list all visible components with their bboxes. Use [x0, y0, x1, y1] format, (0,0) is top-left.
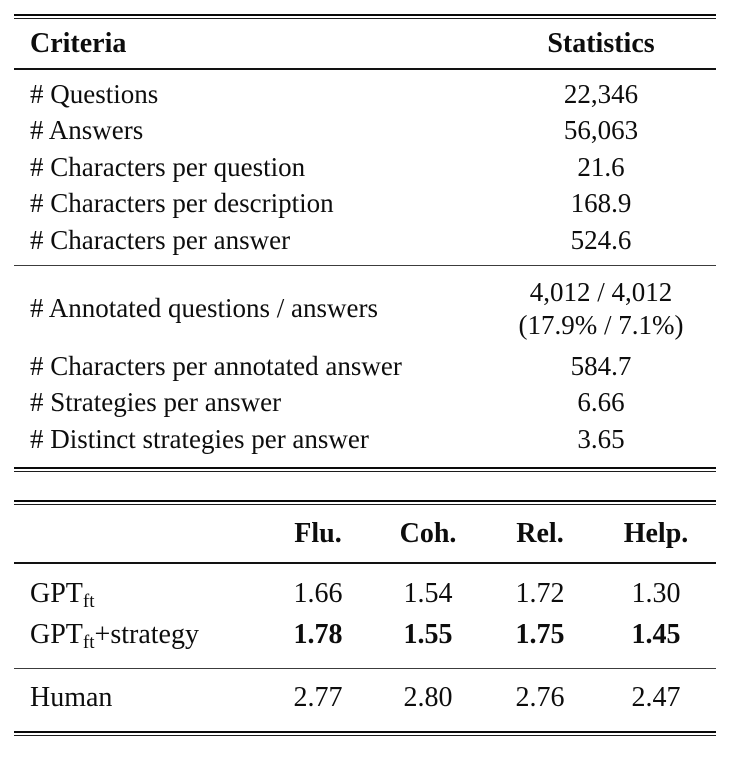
stat-row-chars-per-question: # Characters per question 21.6 — [14, 149, 716, 185]
criteria-header-cell: Criteria — [30, 28, 127, 59]
score-fluency: 1.78 — [293, 618, 343, 650]
stat-row-chars-per-description: # Characters per description 168.9 — [14, 185, 716, 221]
table1-mid-rule — [14, 265, 716, 267]
model-row-gpt-ft-strategy: GPTft+strategy 1.78 1.55 1.75 1.45 — [14, 615, 716, 656]
score-coherence: 1.55 — [403, 618, 453, 650]
stat-row-strategies-per-answer: # Strategies per answer 6.66 — [14, 384, 716, 420]
table1-header-row: Criteria Statistics — [14, 19, 716, 68]
stat-value: 584.7 — [570, 351, 632, 382]
column-header-relevance: Rel. — [516, 518, 564, 550]
human-row: Human 2.77 2.80 2.76 2.47 — [14, 678, 716, 718]
stat-label: # Questions — [30, 79, 159, 109]
stat-label: # Answers — [30, 115, 144, 146]
model-subscript: ft — [82, 631, 95, 653]
model-label: GPTft+strategy — [14, 615, 264, 656]
table2-bottom-rule — [14, 731, 716, 737]
stat-row-chars-per-answer: # Characters per answer 524.6 — [14, 222, 716, 258]
score-helpfulness: 1.30 — [631, 578, 681, 610]
column-header-helpfulness: Help. — [623, 518, 689, 550]
table1-header-rule — [14, 68, 716, 70]
stat-value-line1: 4,012 / 4,012 — [529, 277, 673, 308]
stat-label: # Characters per annotated answer — [30, 351, 402, 382]
table2-header-rule — [14, 562, 716, 565]
model-suffix: +strategy — [94, 618, 199, 650]
score-coherence: 1.54 — [403, 578, 453, 610]
evaluation-table: Flu. Coh. Rel. Help. GPTft 1.66 1.54 1.7… — [14, 500, 716, 737]
stat-value-line2: (17.9% / 7.1%) — [518, 309, 684, 340]
stat-value: 168.9 — [570, 188, 632, 219]
model-name: GPT — [30, 618, 83, 650]
column-header-coherence: Coh. — [399, 518, 457, 550]
score-relevance: 2.76 — [515, 682, 565, 714]
table2-human-section: Human 2.77 2.80 2.76 2.47 — [14, 669, 716, 731]
stat-label: # Distinct strategies per answer — [30, 423, 369, 454]
human-label: Human — [30, 682, 113, 714]
stat-value: 21.6 — [577, 151, 625, 182]
table1-top-rule — [14, 14, 716, 19]
stat-label: # Characters per answer — [30, 224, 291, 255]
stat-value: 524.6 — [570, 224, 632, 255]
score-helpfulness: 1.45 — [631, 618, 681, 650]
score-helpfulness: 2.47 — [631, 682, 681, 714]
stat-label: # Characters per question — [30, 151, 306, 182]
column-header-fluency: Flu. — [294, 518, 342, 550]
stat-row-distinct-strategies: # Distinct strategies per answer 3.65 — [14, 421, 716, 457]
model-row-gpt-ft: GPTft 1.66 1.54 1.72 1.30 — [14, 574, 716, 615]
stat-row-annotated-questions-answers: # Annotated questions / answers 4,012 / … — [14, 274, 716, 343]
model-name: GPT — [30, 578, 83, 610]
stat-row-answers: # Answers 56,063 — [14, 112, 716, 148]
stat-label: # Annotated questions / answers — [30, 293, 378, 324]
statistics-header-cell: Statistics — [547, 28, 655, 59]
dataset-statistics-table: Criteria Statistics # Questions 22,346 #… — [14, 14, 716, 473]
stat-value-two-line: 4,012 / 4,012 (17.9% / 7.1%) — [486, 274, 716, 343]
table1-section-overall: # Questions 22,346 # Answers 56,063 # Ch… — [14, 70, 716, 265]
score-fluency: 1.66 — [293, 578, 343, 610]
stat-value: 22,346 — [563, 79, 639, 109]
stat-label: # Strategies per answer — [30, 387, 282, 418]
paper-tables-page: Criteria Statistics # Questions 22,346 #… — [0, 14, 741, 764]
table2-model-rows: GPTft 1.66 1.54 1.72 1.30 GPTft+strategy… — [14, 564, 716, 668]
table2-human-rule — [14, 668, 716, 670]
model-label: GPTft — [14, 574, 264, 615]
model-subscript: ft — [82, 591, 95, 612]
stat-value: 6.66 — [577, 387, 625, 418]
score-relevance: 1.75 — [515, 618, 565, 650]
stat-row-questions: # Questions 22,346 — [14, 76, 716, 112]
stat-label: # Characters per description — [30, 188, 334, 219]
score-fluency: 2.77 — [293, 682, 343, 714]
score-coherence: 2.80 — [403, 682, 453, 714]
table1-bottom-rule — [14, 467, 716, 473]
stat-value: 56,063 — [563, 115, 639, 146]
empty-header-cell — [14, 518, 264, 550]
score-relevance: 1.72 — [515, 578, 565, 610]
table2-header-row: Flu. Coh. Rel. Help. — [14, 505, 716, 562]
stat-row-chars-per-annotated-answer: # Characters per annotated answer 584.7 — [14, 348, 716, 384]
stat-value: 3.65 — [577, 423, 625, 454]
table2-top-rule — [14, 500, 716, 506]
table1-section-annotated: # Annotated questions / answers 4,012 / … — [14, 266, 716, 467]
